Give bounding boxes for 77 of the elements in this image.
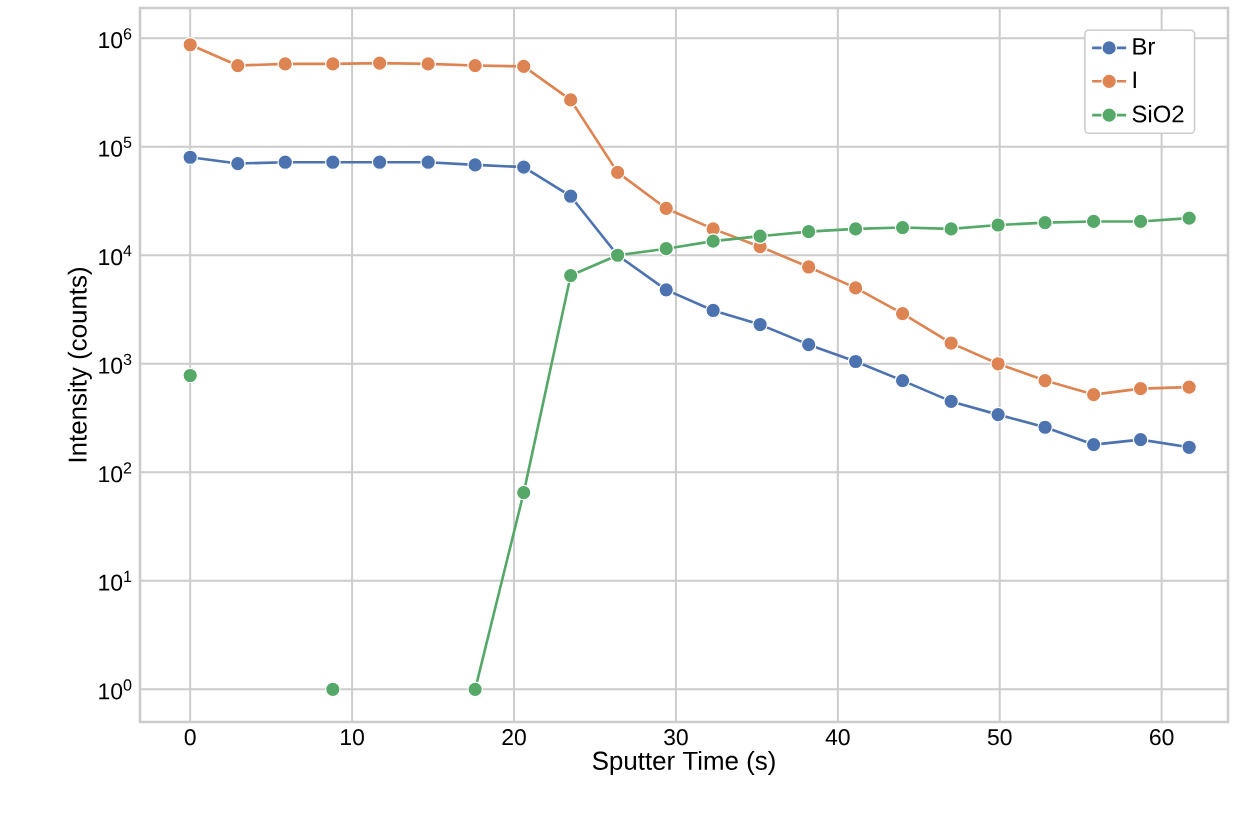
point (182, 36, 198, 53)
point (277, 154, 294, 171)
point (1037, 419, 1053, 436)
legend-label: I (1133, 71, 1136, 89)
x-axis-title: Sputter Time (s) (592, 750, 775, 776)
point (658, 240, 674, 257)
legend-label: SiO2 (1132, 105, 1184, 123)
point (1085, 213, 1102, 230)
point (371, 55, 388, 71)
point (609, 164, 626, 181)
point (1132, 380, 1149, 397)
point (1181, 379, 1197, 395)
point (467, 681, 483, 698)
point (1037, 372, 1053, 389)
point (943, 393, 959, 410)
point (515, 58, 532, 75)
point (847, 280, 864, 296)
point (705, 302, 721, 319)
y-tick-label: 10$^{6}$ (99, 28, 132, 49)
point (182, 149, 198, 166)
point (1181, 439, 1197, 456)
legend-label: Br (1133, 38, 1155, 55)
x-tick-label: 20 (502, 729, 526, 746)
point (325, 681, 341, 698)
point (658, 200, 674, 217)
x-tick-label: 50 (987, 729, 1012, 746)
y-axis-title: Intensity (counts) (67, 268, 92, 462)
point (705, 233, 721, 249)
y-tick-label: 10$^{5}$ (99, 136, 132, 157)
point (1132, 213, 1149, 230)
point (277, 56, 294, 72)
point (515, 484, 532, 501)
x-tick-label: 0 (184, 729, 196, 746)
y-tick-label: 10$^{0}$ (99, 679, 132, 700)
point (658, 282, 674, 298)
point (325, 56, 341, 72)
x-tick-label: 40 (825, 729, 850, 746)
point (800, 259, 817, 275)
point (467, 57, 483, 74)
y-tick-label: 10$^{2}$ (99, 462, 132, 483)
point (562, 92, 579, 108)
point (562, 188, 579, 205)
point (752, 228, 768, 244)
point (515, 159, 532, 175)
x-tick-label: 30 (664, 729, 688, 746)
point (1085, 436, 1102, 453)
point (943, 221, 959, 237)
point (847, 221, 864, 237)
point (1085, 386, 1102, 403)
point (1132, 431, 1149, 448)
point (229, 155, 246, 172)
point (229, 57, 246, 74)
y-tick-label: 10$^{3}$ (99, 353, 132, 374)
point (420, 154, 436, 171)
point (894, 219, 911, 236)
point (371, 154, 388, 171)
point (990, 355, 1006, 372)
point (943, 335, 959, 351)
point (800, 223, 817, 240)
point (847, 353, 864, 370)
point (894, 305, 911, 322)
point (182, 367, 198, 384)
point (467, 157, 483, 173)
point (990, 406, 1006, 423)
point (894, 372, 911, 389)
point (800, 336, 817, 353)
point (562, 267, 579, 284)
y-tick-label: 10$^{4}$ (99, 245, 132, 266)
x-tick-label: 10 (341, 729, 364, 746)
point (1181, 210, 1197, 226)
point (1037, 214, 1053, 231)
y-tick-label: 10$^{1}$ (99, 570, 132, 591)
point (325, 154, 341, 171)
point (420, 56, 436, 72)
point (990, 217, 1006, 233)
x-tick-label: 60 (1150, 729, 1174, 746)
point (752, 316, 768, 333)
